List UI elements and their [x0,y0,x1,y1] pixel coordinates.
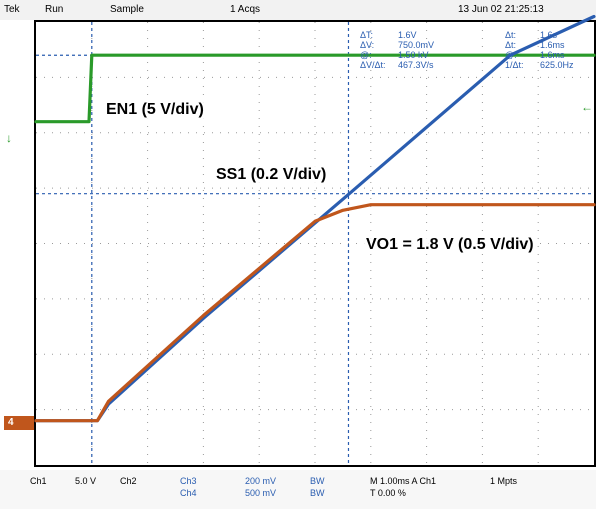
trace-en1 [34,53,596,124]
bottom-trigger-pos: T 0.00 % [370,488,406,498]
meas-item: 1.50 kV [398,50,429,60]
header-acqs: 1 Acqs [230,4,261,15]
trigger-level-marker-icon: ← [581,100,593,114]
trace-ss1 [34,14,596,423]
bottom-ch3: Ch3 [180,476,197,486]
meas-col1: ΔT: ΔV: @: ΔV/Δt: [360,30,386,70]
bottom-ch4: Ch4 [180,488,197,498]
meas-item: 1.6V [398,30,417,40]
annotation-ss1: SS1 (0.2 V/div) [214,166,329,184]
meas-item: 1.6s [540,30,558,40]
header-tek: Tek [4,4,20,15]
bottom-ch3-bw: BW [310,476,325,486]
meas-item: 1.6ms [540,50,565,60]
status-bar: Ch1 5.0 V Ch2 Ch3 Ch4 200 mV 500 mV BW B… [0,470,596,509]
bottom-ch2: Ch2 [120,476,137,486]
header-run: Run [45,4,64,15]
header-mode: Sample [110,4,144,15]
meas-col3: Δt: Δt: @: 1/Δt: [505,30,524,70]
meas-item: @: [360,50,372,60]
meas-item: ΔV: [360,40,375,50]
bottom-timebase: M 1.00ms A Ch1 [370,476,437,486]
meas-item: ΔT: [360,30,374,40]
meas-item: Δt: [505,40,517,50]
meas-col4: 1.6s 1.6ms 1.6ms 625.0Hz [540,30,574,70]
header-datetime: 13 Jun 02 21:25:13 [458,4,544,15]
bottom-ch1: Ch1 [30,476,47,486]
channel-1-ground-marker-icon: ↓ [6,131,12,145]
meas-item: 467.3V/s [398,60,434,70]
meas-item: 1/Δt: [505,60,524,70]
meas-item: 750.0mV [398,40,435,50]
traces [34,14,596,423]
meas-item: ΔV/Δt: [360,60,386,70]
meas-col2: 1.6V 750.0mV 1.50 kV 467.3V/s [398,30,434,70]
meas-item: 625.0Hz [540,60,574,70]
annotation-en1: EN1 (5 V/div) [104,101,206,119]
channel-4-ground-marker: 4 [4,416,34,430]
trace-vo1 [34,203,596,423]
meas-item: Δt: [505,30,517,40]
bottom-ch1-scale: 5.0 V [75,476,97,486]
bottom-ch3-scale: 200 mV [245,476,277,486]
bottom-record: 1 Mpts [490,476,518,486]
header-bar: Tek Run Sample 1 Acqs 13 Jun 02 21:25:13 [0,0,596,20]
meas-item: @: [505,50,517,60]
bottom-ch4-bw: BW [310,488,325,498]
annotation-vo1: VO1 = 1.8 V (0.5 V/div) [364,236,536,254]
bottom-ch4-scale: 500 mV [245,488,277,498]
meas-item: 1.6ms [540,40,565,50]
